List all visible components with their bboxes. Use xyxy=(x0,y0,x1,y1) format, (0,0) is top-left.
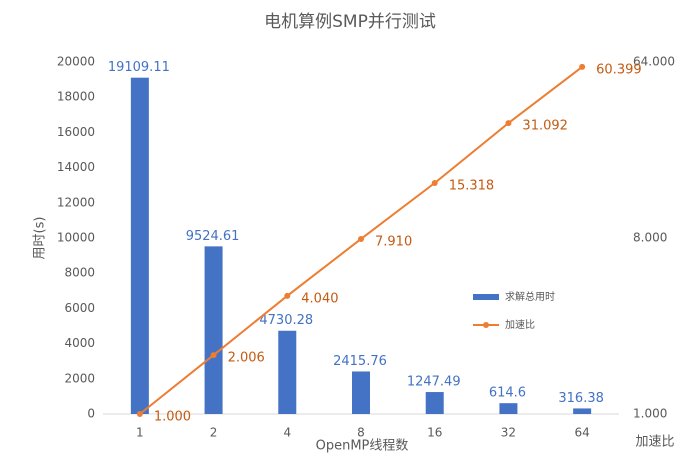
legend-swatch xyxy=(483,322,489,328)
x-axis-label: OpenMP线程数 xyxy=(316,439,409,454)
y-tick-label: 4000 xyxy=(64,336,95,350)
y-tick-label: 6000 xyxy=(64,301,95,315)
y-tick-label: 2000 xyxy=(64,371,95,385)
legend-label: 加速比 xyxy=(505,319,535,331)
y2-tick-label: 8.000 xyxy=(633,231,667,245)
y2-axis-label: 加速比 xyxy=(635,435,674,450)
y-axis-label: 用时(s) xyxy=(33,217,48,260)
bar xyxy=(573,408,592,414)
line-value-label: 60.399 xyxy=(596,62,642,77)
y2-tick-label: 64.000 xyxy=(633,55,675,69)
bar-value-label: 614.6 xyxy=(489,386,526,401)
bar xyxy=(425,392,444,414)
bar-value-label: 2415.76 xyxy=(333,354,387,369)
y-tick-label: 10000 xyxy=(57,231,95,245)
bar-value-label: 9524.61 xyxy=(186,229,240,244)
bar xyxy=(204,246,223,414)
y-tick-label: 20000 xyxy=(57,55,95,69)
x-tick-label: 64 xyxy=(575,426,590,440)
y2-tick-label: 1.000 xyxy=(633,407,667,421)
y-tick-label: 0 xyxy=(87,407,95,421)
bar-value-label: 19109.11 xyxy=(108,60,170,75)
bar xyxy=(278,330,297,414)
y-tick-label: 16000 xyxy=(57,125,95,139)
line-value-label: 31.092 xyxy=(522,119,568,134)
line-point xyxy=(431,180,438,187)
chart-title: 电机算例SMP并行测试 xyxy=(264,12,436,32)
bar xyxy=(499,403,518,414)
x-tick-label: 2 xyxy=(210,426,218,440)
x-tick-label: 1 xyxy=(136,426,144,440)
bar-value-label: 316.38 xyxy=(558,391,604,406)
line-point xyxy=(505,120,512,127)
x-tick-label: 8 xyxy=(357,426,365,440)
x-tick-label: 32 xyxy=(501,426,516,440)
bar-value-label: 1247.49 xyxy=(407,375,461,390)
line-point xyxy=(284,292,291,299)
legend-swatch xyxy=(473,294,499,300)
y-tick-label: 14000 xyxy=(57,160,95,174)
line-value-label: 1.000 xyxy=(154,410,191,425)
line-point xyxy=(358,235,364,242)
line-value-label: 7.910 xyxy=(375,234,412,249)
line-value-label: 15.318 xyxy=(449,179,495,194)
y-tick-label: 8000 xyxy=(64,266,95,280)
line-value-label: 4.040 xyxy=(301,291,338,306)
line-point xyxy=(136,411,143,417)
y-tick-label: 18000 xyxy=(57,90,95,104)
bar-value-label: 4730.28 xyxy=(259,313,313,328)
line-point xyxy=(579,63,586,70)
bar xyxy=(352,371,370,414)
line-value-label: 2.006 xyxy=(228,351,265,366)
x-tick-label: 4 xyxy=(283,426,291,440)
bar xyxy=(130,77,149,415)
y-tick-label: 12000 xyxy=(57,195,95,209)
legend-label: 求解总用时 xyxy=(505,290,555,303)
x-tick-label: 16 xyxy=(427,426,442,440)
line-point xyxy=(210,352,217,359)
